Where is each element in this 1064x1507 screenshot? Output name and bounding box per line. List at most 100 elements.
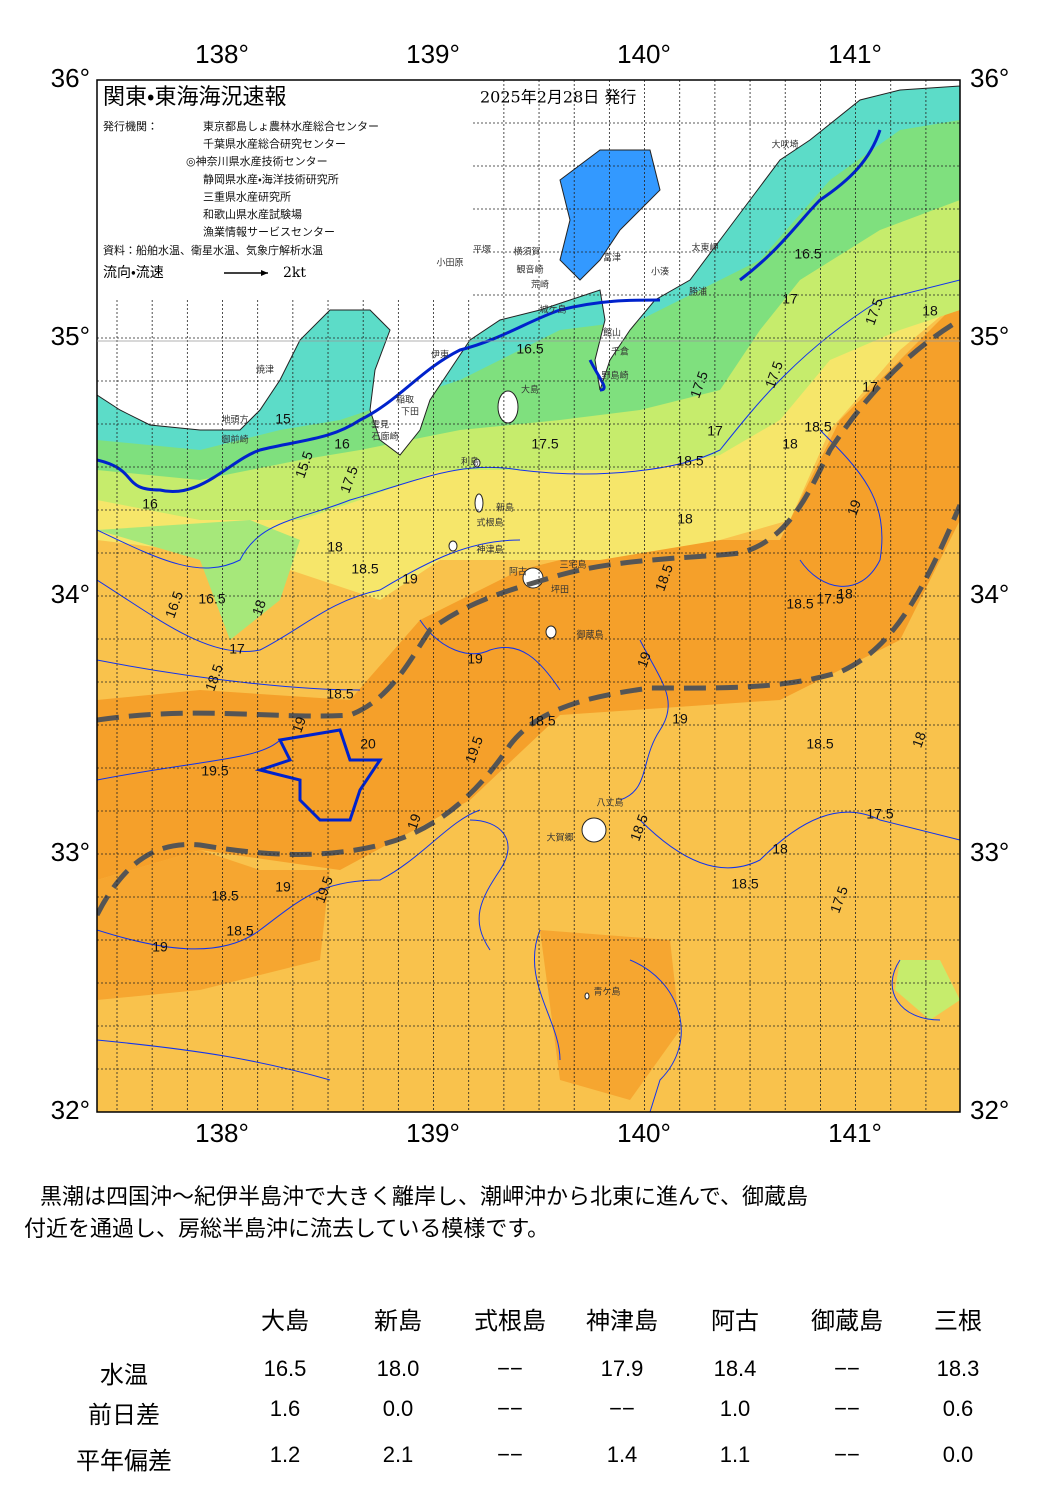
- issuer: 静岡県水産・海洋技術研究所: [203, 172, 339, 186]
- contour-label: 19.5: [201, 763, 228, 779]
- contour-label: 18: [782, 436, 798, 452]
- place-name: 青ケ島: [593, 986, 620, 998]
- contour-label: 16.5: [516, 341, 543, 357]
- cell: −−: [834, 1396, 860, 1421]
- place-name: 千倉: [611, 347, 629, 358]
- cell: 1.0: [720, 1396, 751, 1421]
- latitude-label: 33°: [51, 837, 90, 867]
- contour-label: 17.5: [531, 436, 558, 452]
- issuer: 漁業情報サービスセンター: [203, 225, 335, 239]
- longitude-label: 140°: [617, 1118, 671, 1148]
- contour-label: 19: [275, 879, 291, 895]
- contour-label: 18: [772, 841, 788, 857]
- longitude-label: 139°: [406, 1118, 460, 1148]
- island: [448, 540, 458, 552]
- contour-label: 18.5: [226, 923, 253, 939]
- contour-label: 17.5: [816, 591, 843, 607]
- warm-zone: [97, 850, 330, 1000]
- latitude-label: 36°: [51, 63, 90, 93]
- cell: 18.4: [714, 1356, 757, 1381]
- summary-line: 黒潮は四国沖～紀伊半島沖で大きく離岸し、潮岬沖から北東に進んで、御蔵島: [40, 1185, 808, 1210]
- issuer: 千葉県水産総合研究センター: [203, 137, 346, 151]
- cell: 18.3: [937, 1356, 980, 1381]
- cool-zone: [895, 960, 960, 1020]
- isotherm-main: [97, 129, 882, 822]
- isotherms: [97, 279, 960, 1112]
- map-frame: [96, 79, 961, 1113]
- contour-label: 20: [360, 736, 376, 752]
- contour-label: 15: [275, 411, 291, 427]
- place-name: 焼津: [256, 365, 274, 376]
- contour-label: 18: [677, 511, 693, 527]
- longitude-label: 141°: [828, 1118, 882, 1148]
- place-name: 坪田: [551, 585, 569, 596]
- place-name: 野島崎: [601, 370, 628, 382]
- issuer-label: 発行機関：: [103, 119, 158, 133]
- cell: 0.0: [943, 1442, 974, 1467]
- summary: 黒潮は四国沖～紀伊半島沖で大きく離岸し、潮岬沖から北東に進んで、御蔵島付近を通過…: [24, 1185, 808, 1242]
- latitude-label: 35°: [51, 321, 90, 351]
- issuer: 和歌山県水産試験場: [203, 207, 302, 221]
- cell: 0.0: [383, 1396, 414, 1421]
- issue-date: 2025年2月28日 発行: [480, 88, 636, 107]
- place-name: 館山: [603, 327, 621, 339]
- legend-speed: 2kt: [283, 265, 306, 281]
- contour-label: 18.5: [326, 686, 353, 702]
- cell: −−: [834, 1442, 860, 1467]
- longitude-label: 140°: [617, 39, 671, 69]
- place-name: 式根島: [476, 517, 503, 529]
- contour-label: 19: [634, 649, 654, 669]
- legend-label: 流向・流速: [103, 265, 164, 281]
- latitude-label: 32°: [51, 1095, 90, 1125]
- place-name: 御前崎: [221, 434, 248, 446]
- cell: 1.2: [270, 1442, 301, 1467]
- place-name: 御蔵島: [576, 629, 603, 641]
- cell: 1.1: [720, 1442, 751, 1467]
- longitude-label: 138°: [195, 1118, 249, 1148]
- place-name: 平塚: [473, 245, 491, 256]
- place-name: 富津: [603, 252, 621, 264]
- island: [584, 992, 590, 1000]
- column-header: 神津島: [586, 1307, 658, 1335]
- cell: −−: [609, 1396, 635, 1421]
- contour-label: 18: [249, 597, 269, 617]
- contour-label: 16: [142, 496, 158, 512]
- latitude-label: 33°: [970, 837, 1009, 867]
- cell: 2.1: [383, 1442, 414, 1467]
- cell: 18.0: [377, 1356, 420, 1381]
- place-name: 大賀郷: [546, 832, 573, 844]
- place-name: 新島: [496, 502, 514, 514]
- contour-label: 18: [837, 586, 853, 602]
- contour-label: 18: [922, 303, 938, 319]
- contour-label: 17: [862, 379, 878, 395]
- contour-label: 16: [334, 436, 350, 452]
- island: [474, 493, 484, 513]
- info-box: [97, 80, 472, 300]
- row-label: 水温: [100, 1361, 148, 1389]
- legend-arrowhead: [261, 270, 268, 276]
- warm-zone: [540, 930, 680, 1100]
- column-header: 阿古: [711, 1307, 759, 1335]
- contour-label: 19: [289, 714, 309, 734]
- cell: 17.9: [601, 1356, 644, 1381]
- place-name: 伊東: [431, 349, 449, 361]
- cell: −−: [497, 1396, 523, 1421]
- contour-label: 19: [402, 571, 418, 587]
- row-label: 前日差: [88, 1401, 160, 1429]
- column-header: 大島: [261, 1307, 309, 1335]
- place-name: 勝浦: [689, 286, 707, 298]
- contour-label: 19: [152, 939, 168, 955]
- place-name: 神津島: [476, 544, 503, 556]
- contour-label: 17: [782, 291, 798, 307]
- tokyo-bay: [559, 149, 661, 281]
- contour-label: 18.5: [804, 419, 831, 435]
- contour-label: 19: [844, 497, 864, 517]
- place-name: 荒崎: [531, 279, 549, 291]
- island: [545, 625, 557, 639]
- place-name: 阿古: [509, 566, 527, 578]
